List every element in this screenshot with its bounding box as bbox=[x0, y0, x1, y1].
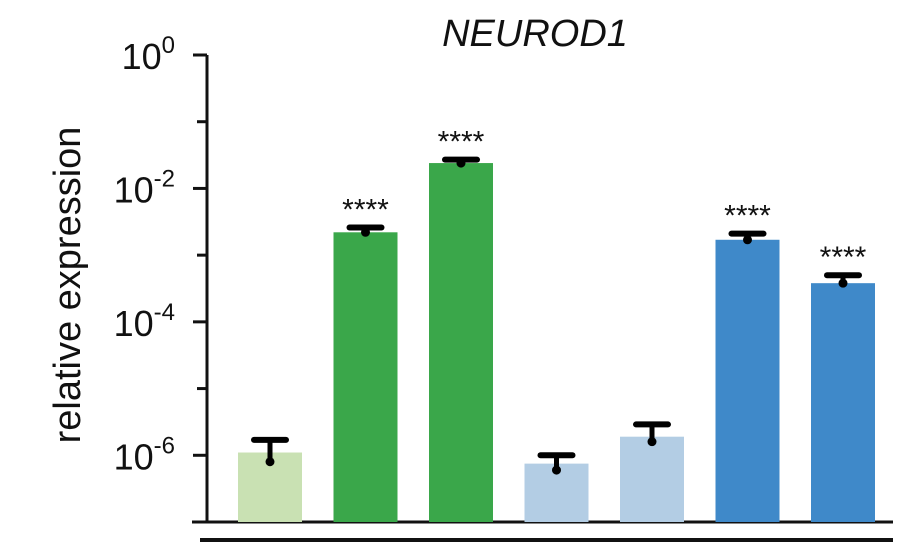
y-axis-label: relative expression bbox=[47, 127, 89, 444]
bar bbox=[429, 163, 493, 522]
y-tick-label: 10-4 bbox=[114, 299, 175, 344]
significance-label: **** bbox=[820, 241, 867, 274]
error-bar-lower-dot bbox=[647, 437, 657, 447]
bar bbox=[715, 239, 780, 522]
bar bbox=[620, 436, 684, 522]
error-bar-lower-dot bbox=[552, 465, 561, 475]
y-tick-label: 10-2 bbox=[114, 165, 175, 210]
error-bar-lower-dot bbox=[265, 457, 275, 467]
significance-label: **** bbox=[724, 200, 771, 233]
y-tick-label: 100 bbox=[122, 32, 175, 77]
error-bar-lower-dot bbox=[361, 227, 370, 237]
y-tick-label: 10-6 bbox=[114, 432, 175, 477]
bar bbox=[333, 232, 398, 522]
error-bar-lower-dot bbox=[456, 158, 466, 168]
significance-label: **** bbox=[342, 193, 389, 226]
chart-title: NEUROD1 bbox=[442, 13, 628, 55]
bar bbox=[811, 283, 875, 522]
annotations: **** **** **** **** bbox=[342, 126, 867, 275]
significance-label: **** bbox=[438, 126, 485, 159]
error-bar-lower-dot bbox=[743, 235, 752, 245]
y-ticks: 100 10-2 10-4 10-6 bbox=[114, 32, 207, 477]
error-bar-lower-dot bbox=[838, 278, 848, 288]
bars bbox=[238, 156, 875, 522]
